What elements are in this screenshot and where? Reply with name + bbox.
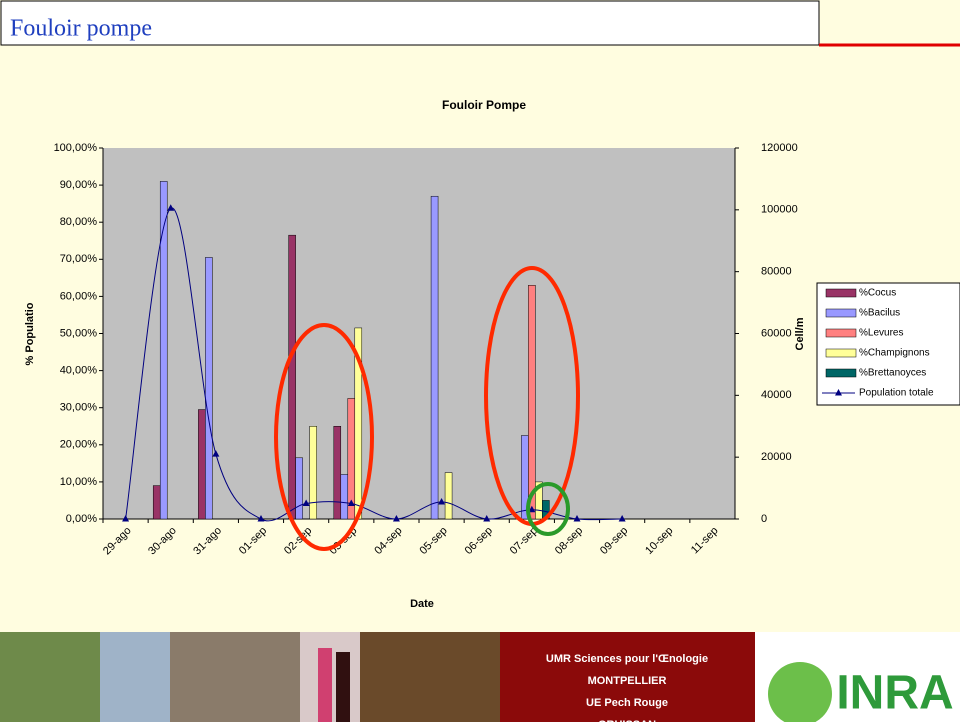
- y2-axis-label: Cell/m: [794, 317, 806, 350]
- x-axis-label: Date: [410, 598, 434, 610]
- bar: [341, 474, 348, 519]
- legend-label: %Champignons: [859, 348, 930, 359]
- y2-tick-label: 60000: [761, 327, 792, 339]
- y-tick-label: 20,00%: [60, 439, 98, 451]
- legend-swatch: [826, 309, 856, 317]
- footer-text: UE Pech Rouge: [586, 697, 668, 709]
- legend-label: %Levures: [859, 328, 903, 339]
- photo: [170, 632, 300, 722]
- y-tick-label: 50,00%: [60, 327, 98, 339]
- legend-swatch: [826, 289, 856, 297]
- bottle: [318, 648, 332, 722]
- legend-label: %Brettanoyces: [859, 368, 926, 379]
- y2-tick-label: 20000: [761, 451, 792, 463]
- y-tick-label: 60,00%: [60, 290, 98, 302]
- legend-label: %Bacilus: [859, 308, 900, 319]
- bar: [431, 196, 438, 519]
- y-tick-label: 80,00%: [60, 216, 98, 228]
- bar: [160, 181, 167, 519]
- y-tick-label: 70,00%: [60, 253, 98, 265]
- bar: [198, 410, 205, 519]
- y2-tick-label: 0: [761, 513, 767, 525]
- bar: [296, 458, 303, 519]
- photo: [100, 632, 170, 722]
- legend-swatch: [826, 369, 856, 377]
- bar: [528, 285, 535, 519]
- y-tick-label: 10,00%: [60, 476, 98, 488]
- y-tick-label: 90,00%: [60, 179, 98, 191]
- bar: [334, 426, 341, 519]
- y-tick-label: 0,00%: [66, 513, 97, 525]
- bottle: [336, 652, 350, 722]
- bar: [205, 257, 212, 519]
- y-tick-label: 30,00%: [60, 402, 98, 414]
- logo-text: INRA: [836, 667, 953, 720]
- y-tick-label: 100,00%: [54, 142, 98, 154]
- y2-tick-label: 120000: [761, 142, 798, 154]
- y2-tick-label: 40000: [761, 389, 792, 401]
- plot-area: [103, 148, 735, 519]
- y2-tick-label: 100000: [761, 204, 798, 216]
- bar: [445, 473, 452, 519]
- chart-title: Fouloir Pompe: [442, 98, 526, 112]
- photo: [360, 632, 500, 722]
- legend-label: Population totale: [859, 388, 934, 399]
- y-axis-label: % Populatio: [24, 302, 36, 365]
- footer-text: UMR Sciences pour l'Œnologie: [546, 653, 708, 665]
- legend-label: %Cocus: [859, 288, 896, 299]
- slide-title: Fouloir pompe: [10, 16, 152, 42]
- slide: Fouloir pompe Fouloir Pompe Date % Popul…: [0, 0, 960, 722]
- y2-tick-label: 80000: [761, 266, 792, 278]
- legend-swatch: [826, 329, 856, 337]
- footer-text: MONTPELLIER: [588, 675, 667, 687]
- y-tick-label: 40,00%: [60, 365, 98, 377]
- legend-swatch: [826, 349, 856, 357]
- bar: [310, 426, 317, 519]
- photo: [0, 632, 100, 722]
- bar: [289, 235, 296, 519]
- bar: [153, 486, 160, 519]
